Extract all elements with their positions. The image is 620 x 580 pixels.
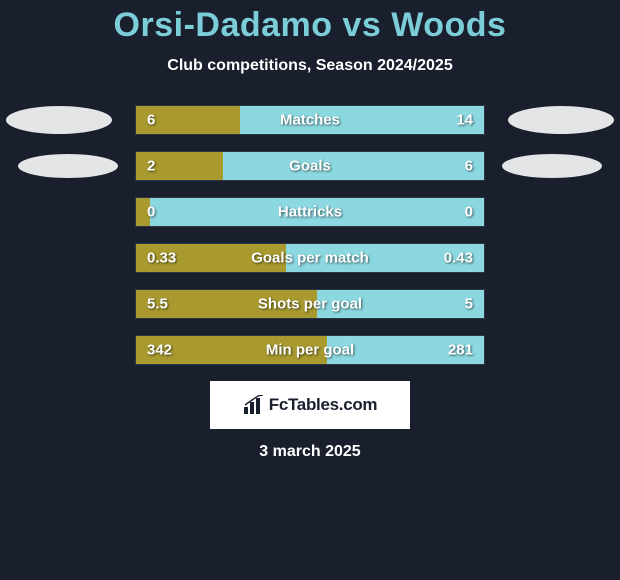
- stat-label: Matches: [280, 112, 340, 129]
- stat-value-right: 14: [456, 112, 473, 129]
- stat-value-right: 281: [448, 342, 473, 359]
- logo-box[interactable]: FcTables.com: [210, 381, 410, 429]
- stat-label: Goals: [289, 158, 331, 175]
- stat-label: Shots per goal: [258, 296, 362, 313]
- player-badge-left: [18, 154, 118, 178]
- player-badge-right: [508, 106, 614, 134]
- player-badge-right: [502, 154, 602, 178]
- stat-row: Goals per match 0.33 0.43: [0, 243, 620, 273]
- page-title: Orsi-Dadamo vs Woods: [0, 6, 620, 45]
- stat-value-left: 2: [147, 158, 155, 175]
- stat-value-right: 0.43: [444, 250, 473, 267]
- subtitle: Club competitions, Season 2024/2025: [0, 57, 620, 75]
- stat-value-right: 0: [465, 204, 473, 221]
- stat-bar-right-seg: [223, 152, 484, 180]
- stat-value-left: 6: [147, 112, 155, 129]
- stat-row: Hattricks 0 0: [0, 197, 620, 227]
- stat-value-left: 0.33: [147, 250, 176, 267]
- stat-label: Min per goal: [266, 342, 354, 359]
- stat-value-left: 342: [147, 342, 172, 359]
- date-label: 3 march 2025: [0, 443, 620, 461]
- stat-row: Min per goal 342 281: [0, 335, 620, 365]
- stat-value-right: 5: [465, 296, 473, 313]
- stats-area: Matches 6 14 Goals 2 6 Hattricks 0 0 Goals per ma…: [0, 105, 620, 365]
- stat-row: Goals 2 6: [0, 151, 620, 181]
- logo-text: FcTables.com: [269, 395, 378, 415]
- stat-bar-right-seg: [240, 106, 484, 134]
- stat-value-left: 5.5: [147, 296, 168, 313]
- stat-row: Matches 6 14: [0, 105, 620, 135]
- stat-row: Shots per goal 5.5 5: [0, 289, 620, 319]
- stat-value-left: 0: [147, 204, 155, 221]
- stat-value-right: 6: [465, 158, 473, 175]
- player-badge-left: [6, 106, 112, 134]
- stat-label: Hattricks: [278, 204, 342, 221]
- bar-chart-icon: [243, 395, 265, 415]
- stat-label: Goals per match: [251, 250, 369, 267]
